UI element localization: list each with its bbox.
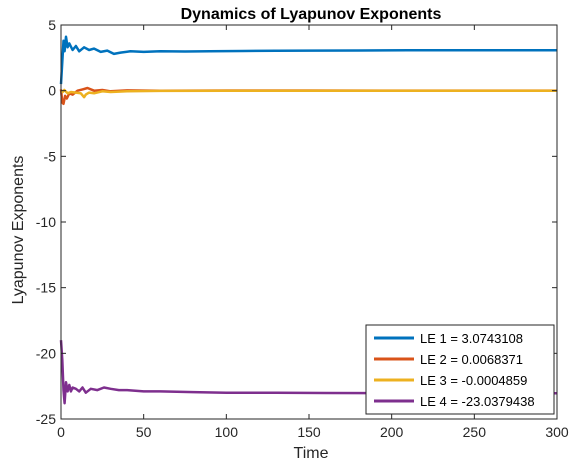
x-tick-label: 50	[136, 424, 152, 440]
y-tick-label: -15	[36, 280, 56, 296]
legend-label-le1: LE 1 = 3.0743108	[420, 331, 523, 346]
y-tick-label: 5	[48, 17, 56, 33]
y-tick-label: -5	[44, 148, 57, 164]
y-axis: 5 0 -5 -10 -15 -20 -25	[36, 17, 557, 427]
series-layer	[59, 35, 557, 405]
legend-label-le2: LE 2 = 0.0068371	[420, 352, 523, 367]
x-tick-label: 100	[215, 424, 239, 440]
y-tick-label: -10	[36, 214, 56, 230]
y-axis-label: Lyapunov Exponents	[10, 156, 27, 305]
x-axis-label: Time	[294, 445, 329, 462]
legend-label-le3: LE 3 = -0.0004859	[420, 373, 527, 388]
chart-title: Dynamics of Lyapunov Exponents	[181, 6, 442, 23]
x-tick-label: 150	[297, 424, 321, 440]
series-line-le3	[60, 88, 557, 99]
x-tick-label: 200	[380, 424, 404, 440]
x-tick-label: 0	[57, 424, 65, 440]
legend-box	[365, 324, 555, 415]
x-tick-label: 250	[463, 424, 487, 440]
legend-label-le4: LE 4 = -23.0379438	[420, 394, 535, 409]
y-tick-label: -20	[36, 345, 56, 361]
x-tick-label: 300	[545, 424, 569, 440]
legend: LE 1 = 3.0743108 LE 2 = 0.0068371 LE 3 = -…	[365, 324, 555, 415]
series-line-le1	[59, 35, 557, 85]
series-line-le4	[59, 340, 557, 405]
y-tick-label: -25	[36, 411, 56, 427]
y-tick-label: 0	[48, 83, 56, 99]
x-axis: 0 50 100 150 200 250 300	[57, 25, 569, 440]
